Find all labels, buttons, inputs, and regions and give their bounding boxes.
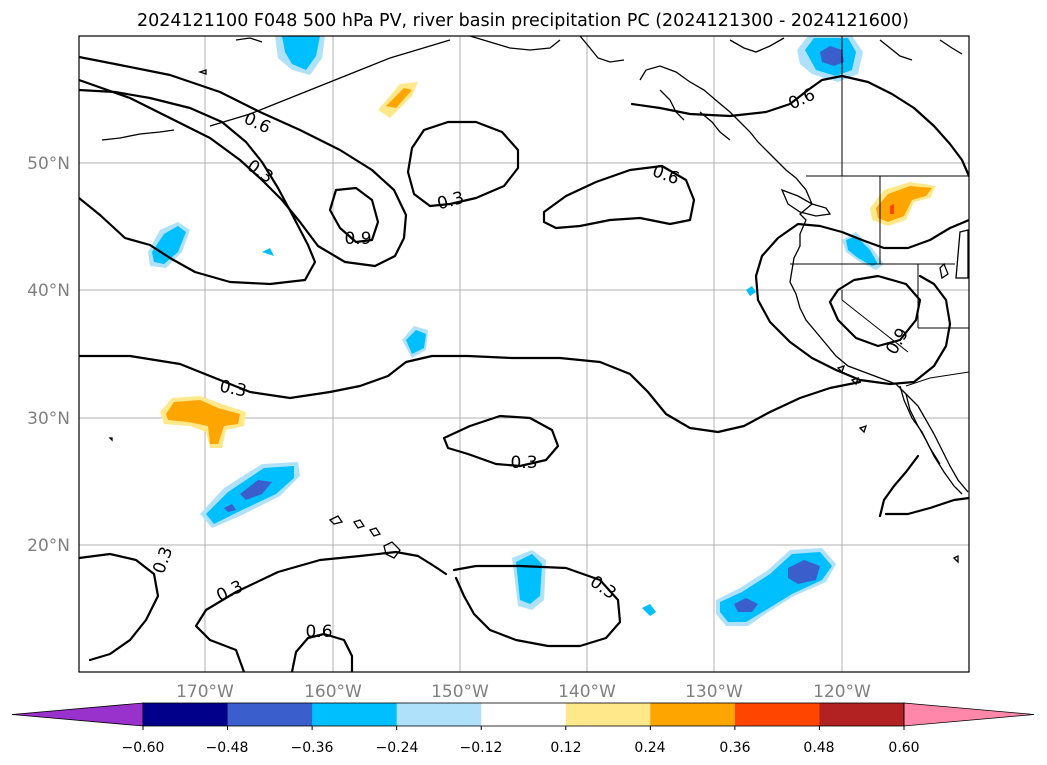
longitude-tick-labels: 170°W 160°W 150°W 140°W 130°W 120°W bbox=[176, 682, 871, 702]
precip-shading bbox=[148, 36, 936, 626]
contour-label: 0.3 bbox=[149, 544, 177, 576]
colorbar-tick-label: 0.12 bbox=[550, 740, 581, 756]
lon-tick-label: 150°W bbox=[431, 682, 489, 702]
map-area: 0.6 0.3 0.9 0.3 0.6 0.6 0.3 0.9 0.3 0.3 … bbox=[79, 36, 969, 672]
contour-label: 0.3 bbox=[435, 188, 466, 214]
colorbar-tick-label: −0.60 bbox=[122, 740, 165, 756]
lon-tick-label: 130°W bbox=[685, 682, 743, 702]
contour-label: 0.6 bbox=[241, 109, 274, 139]
contour-label: 0.3 bbox=[218, 377, 249, 402]
lat-tick-label: 30°N bbox=[27, 409, 70, 429]
contour-label: 0.3 bbox=[510, 453, 537, 473]
contour-label: 0.6 bbox=[305, 622, 332, 642]
colorbar-segment bbox=[312, 703, 398, 726]
figure-title: 2024121100 F048 500 hPa PV, river basin … bbox=[137, 11, 909, 31]
colorbar-segment bbox=[565, 703, 651, 726]
colorbar-tick-label: 0.48 bbox=[803, 740, 834, 756]
lat-tick-label: 50°N bbox=[27, 154, 70, 174]
colorbar-segment bbox=[481, 703, 567, 726]
contour-label: 0.6 bbox=[785, 85, 818, 115]
lat-tick-label: 40°N bbox=[27, 281, 70, 301]
lon-tick-label: 120°W bbox=[813, 682, 871, 702]
contour-label: 0.9 bbox=[344, 229, 371, 249]
contour-label: 0.6 bbox=[650, 161, 682, 189]
latitude-tick-labels: 50°N 40°N 30°N 20°N bbox=[27, 154, 70, 556]
colorbar-extend-high bbox=[903, 702, 1035, 727]
colorbar-tick-label: 0.36 bbox=[719, 740, 750, 756]
colorbar-extend-low bbox=[11, 702, 144, 727]
colorbar-tick-label: 0.24 bbox=[634, 740, 665, 756]
colorbar-outline bbox=[142, 702, 905, 727]
colorbar-segment bbox=[734, 703, 820, 726]
borders bbox=[790, 36, 969, 387]
colorbar bbox=[11, 702, 1035, 730]
colorbar-segment bbox=[650, 703, 736, 726]
lon-tick-label: 140°W bbox=[558, 682, 616, 702]
colorbar-segment bbox=[227, 703, 313, 726]
colorbar-segment bbox=[143, 703, 229, 726]
colorbar-tick-label: −0.12 bbox=[460, 740, 503, 756]
lat-tick-label: 20°N bbox=[27, 536, 70, 556]
coastlines bbox=[101, 36, 969, 564]
contour-label: 0.3 bbox=[243, 156, 277, 188]
colorbar-segment bbox=[396, 703, 482, 726]
colorbar-segment bbox=[819, 703, 905, 726]
lon-tick-label: 160°W bbox=[304, 682, 362, 702]
pv-contours bbox=[79, 55, 969, 672]
colorbar-tick-label: −0.24 bbox=[376, 740, 419, 756]
map-frame bbox=[78, 35, 970, 673]
colorbar-tick-label: 0.60 bbox=[888, 740, 919, 756]
colorbar-tick-labels: −0.60 −0.48 −0.36 −0.24 −0.12 0.12 0.24 … bbox=[122, 740, 920, 756]
colorbar-tick-label: −0.48 bbox=[206, 740, 249, 756]
colorbar-tick-label: −0.36 bbox=[291, 740, 334, 756]
lon-tick-label: 170°W bbox=[176, 682, 234, 702]
